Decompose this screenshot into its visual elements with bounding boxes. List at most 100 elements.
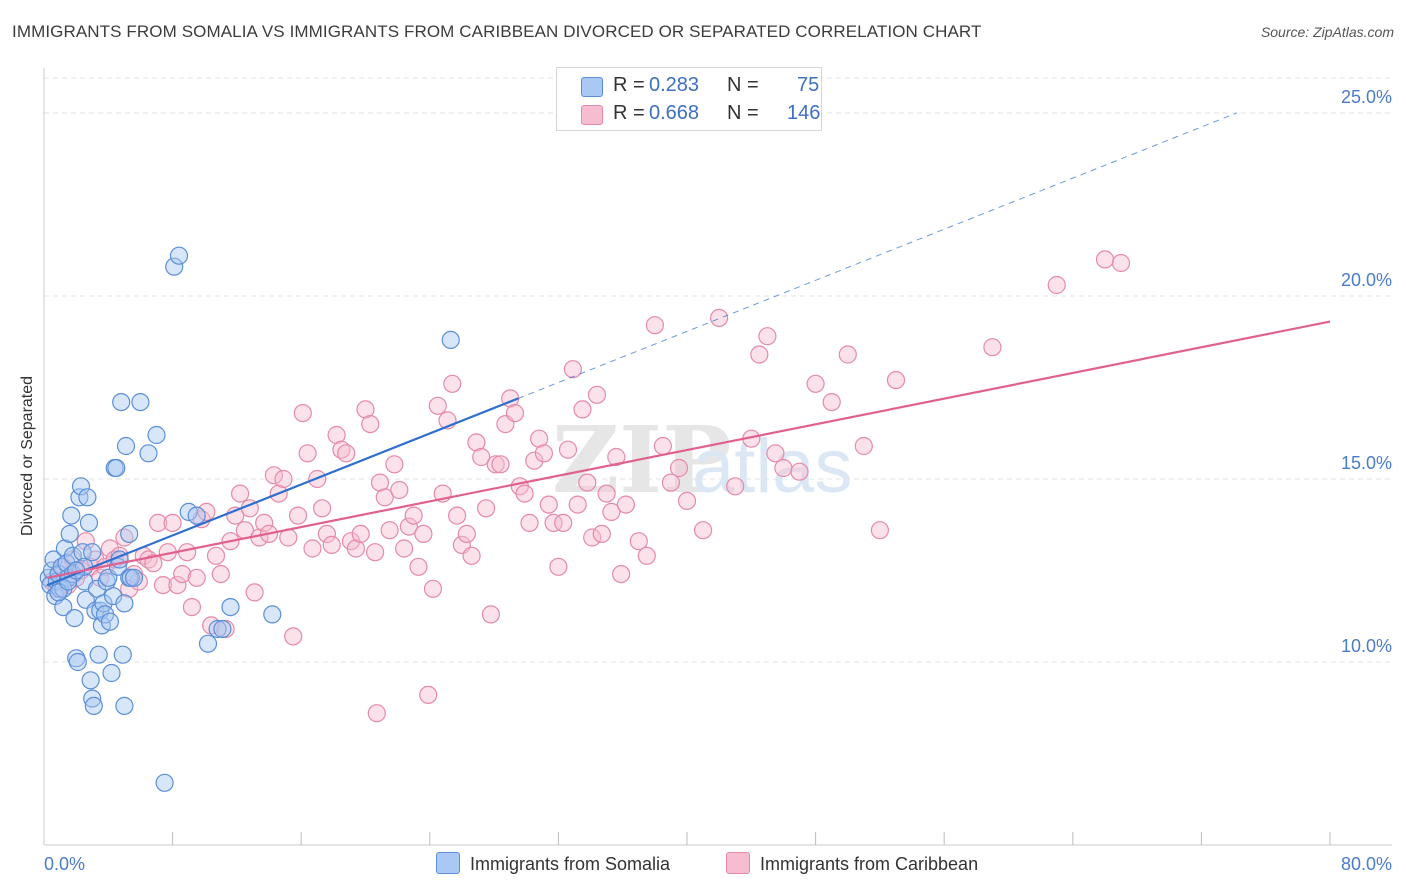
caribbean-point: [838, 345, 857, 364]
caribbean-point: [443, 374, 462, 393]
somalia-point: [115, 594, 134, 613]
r-value: 0.283: [649, 74, 700, 96]
caribbean-point: [1095, 250, 1115, 269]
caribbean-point: [870, 521, 890, 540]
caribbean-point: [486, 455, 505, 474]
somalia-point: [62, 506, 81, 525]
somalia-legend-swatch: [436, 852, 460, 874]
caribbean-point: [399, 517, 418, 536]
somalia-point: [103, 586, 123, 606]
caribbean-point: [758, 327, 777, 346]
somalia-trend-line: [46, 397, 519, 587]
caribbean-point: [370, 473, 390, 492]
caribbean-point: [573, 400, 592, 419]
watermark: ZIP atlas: [552, 406, 853, 514]
somalia-point: [187, 506, 206, 525]
caribbean-legend-swatch: [726, 852, 750, 874]
somalia-point: [213, 619, 232, 639]
caribbean-point: [245, 583, 264, 602]
caribbean-point: [854, 436, 873, 456]
somalia-point: [124, 568, 144, 587]
r-label: R =: [613, 74, 645, 96]
caribbean-point: [726, 477, 745, 496]
caribbean-point: [423, 579, 443, 598]
caribbean-point: [525, 451, 544, 470]
somalia-point: [263, 605, 282, 624]
caribbean-point: [380, 521, 399, 540]
somalia-point: [139, 444, 158, 463]
caribbean-point: [529, 429, 549, 448]
gridlines: [44, 77, 1392, 663]
y-tick-label: 25.0%: [1341, 87, 1392, 107]
y-tick-labels: 10.0% 15.0% 20.0% 25.0%: [1341, 87, 1392, 656]
caribbean-point: [774, 458, 793, 478]
somalia-point: [83, 543, 102, 562]
somalia-point: [113, 645, 132, 664]
chart-title: IMMIGRANTS FROM SOMALIA VS IMMIGRANTS FR…: [12, 22, 982, 41]
caribbean-point: [539, 495, 558, 514]
caribbean-point: [563, 360, 583, 379]
caribbean-point: [255, 513, 274, 533]
caribbean-point: [187, 568, 206, 587]
caribbean-point: [983, 338, 1002, 357]
source-label: Source: ZipAtlas.com: [1260, 24, 1394, 40]
caribbean-point: [1047, 275, 1066, 295]
caribbean-point: [419, 685, 438, 705]
caribbean-point: [448, 506, 467, 525]
caribbean-point: [293, 404, 312, 423]
caribbean-point: [264, 466, 283, 485]
caribbean-point: [597, 484, 616, 503]
somalia-point: [198, 634, 218, 653]
somalia-point: [221, 597, 240, 617]
caribbean-point: [375, 488, 394, 507]
somalia-point: [100, 612, 120, 631]
somalia-swatch: [581, 77, 603, 97]
caribbean-point: [515, 484, 534, 503]
caribbean-point: [231, 484, 250, 503]
caribbean-legend-label: Immigrants from Caribbean: [760, 854, 979, 874]
somalia-point: [155, 773, 174, 792]
caribbean-point: [153, 575, 173, 595]
correlation-legend: R = 0.283 N = 75 R = 0.668 N = 146: [556, 67, 822, 131]
somalia-point: [89, 645, 108, 664]
somalia-point: [73, 543, 92, 562]
somalia-point: [63, 546, 83, 565]
caribbean-point: [472, 447, 491, 467]
somalia-point: [83, 689, 102, 708]
caribbean-point: [298, 444, 317, 463]
trend-lines: [46, 112, 1331, 587]
x-tick-label-max: 80.0%: [1341, 854, 1392, 874]
caribbean-point: [750, 345, 769, 364]
somalia-point: [84, 696, 103, 716]
somalia-point: [102, 663, 121, 683]
caribbean-point: [367, 704, 386, 723]
axes: [43, 68, 1392, 846]
somalia-points: [39, 246, 460, 792]
caribbean-point: [351, 524, 370, 544]
caribbean-point: [886, 371, 906, 390]
caribbean-point: [385, 455, 404, 474]
caribbean-point: [322, 535, 341, 555]
caribbean-point: [361, 415, 380, 434]
caribbean-point: [303, 539, 322, 558]
caribbean-point: [284, 627, 303, 646]
caribbean-point: [149, 513, 168, 533]
somalia-point: [65, 608, 84, 628]
caribbean-point: [274, 469, 293, 489]
caribbean-point: [1111, 253, 1131, 273]
x-ticks: [172, 832, 1331, 845]
caribbean-point: [346, 539, 365, 558]
n-value: 146: [787, 102, 821, 124]
caribbean-point: [404, 506, 423, 525]
y-tick-label: 20.0%: [1341, 270, 1392, 290]
caribbean-point: [554, 513, 573, 533]
caribbean-point: [288, 506, 308, 525]
somalia-point: [79, 513, 99, 533]
caribbean-point: [534, 444, 554, 463]
caribbean-point: [790, 462, 809, 481]
n-value: 75: [797, 74, 820, 96]
somalia-point: [165, 257, 184, 276]
somalia-point: [116, 436, 136, 456]
caribbean-point: [173, 564, 192, 584]
